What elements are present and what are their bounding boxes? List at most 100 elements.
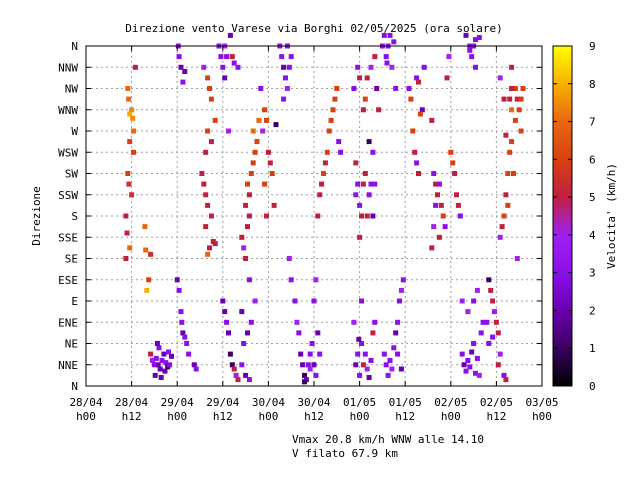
data-point [309, 341, 315, 346]
x-tick-label-date: 01/05 [389, 396, 422, 409]
y-tick-label: N [71, 380, 78, 393]
data-point [307, 366, 313, 372]
data-point [518, 96, 524, 102]
data-point [150, 358, 155, 363]
data-point [226, 330, 231, 336]
data-point [359, 213, 364, 219]
y-tick-label: SSW [58, 189, 78, 202]
data-point [353, 192, 359, 198]
colorbar-tick-label: 0 [589, 380, 596, 393]
data-point [224, 319, 230, 325]
data-point [476, 35, 482, 40]
x-tick-label-time: h12 [304, 410, 324, 423]
data-point [218, 54, 224, 60]
data-point [258, 86, 264, 91]
data-point [366, 375, 372, 380]
y-tick-label: NE [65, 338, 78, 351]
data-point [514, 256, 520, 261]
data-point [203, 192, 209, 198]
data-point [227, 32, 233, 38]
data-point [281, 96, 287, 102]
data-point [383, 54, 389, 60]
data-point [438, 202, 444, 208]
data-point [463, 32, 469, 38]
data-point [123, 213, 129, 219]
data-point [444, 75, 450, 81]
data-point [495, 330, 501, 336]
x-tick-label-time: h00 [532, 410, 552, 423]
data-point [429, 117, 435, 123]
data-point [245, 330, 250, 336]
y-axis-label: Direzione [30, 186, 43, 246]
data-point [406, 86, 412, 91]
points-layer [123, 32, 526, 385]
data-point [231, 60, 237, 66]
data-point [520, 86, 526, 91]
data-point [421, 64, 427, 70]
data-point [262, 107, 268, 113]
data-point [302, 372, 307, 378]
data-point [127, 245, 133, 251]
data-point [131, 128, 136, 134]
data-point [326, 128, 332, 134]
data-point [250, 128, 256, 134]
data-point [478, 330, 484, 336]
data-point [514, 96, 520, 102]
data-point [174, 277, 180, 283]
colorbar-tick-label: 8 [589, 78, 596, 91]
data-point [264, 213, 269, 219]
data-point [148, 251, 154, 257]
data-point [486, 277, 492, 283]
data-point [142, 224, 148, 230]
data-point [245, 181, 250, 187]
data-point [360, 362, 366, 368]
data-point [256, 117, 262, 123]
data-point [284, 86, 290, 91]
data-point [436, 181, 442, 187]
data-point [298, 351, 304, 357]
data-point [450, 160, 456, 166]
data-point [368, 64, 374, 70]
data-point [241, 245, 247, 251]
data-point [484, 319, 490, 325]
data-point [163, 360, 169, 366]
data-point [454, 192, 459, 198]
data-point [273, 122, 279, 128]
colorbar [552, 45, 573, 387]
data-point [359, 341, 364, 346]
y-tick-label: W [71, 125, 78, 138]
data-point [315, 330, 321, 336]
data-point [461, 362, 467, 368]
data-point [459, 351, 465, 357]
data-point [501, 372, 507, 378]
data-point [465, 358, 471, 363]
data-point [250, 160, 256, 166]
data-point [505, 202, 511, 208]
data-point [452, 171, 458, 176]
data-point [353, 160, 359, 166]
data-point [338, 149, 344, 155]
y-tick-label: N [71, 40, 78, 53]
data-point [357, 234, 363, 240]
colorbar-label: Velocita' (km/h) [605, 163, 618, 269]
data-point [246, 277, 252, 283]
x-tick-label-time: h12 [213, 410, 233, 423]
data-point [271, 202, 277, 208]
data-point [416, 171, 421, 176]
x-tick-label-time: h00 [76, 410, 96, 423]
data-point [471, 298, 477, 304]
data-point [182, 69, 188, 74]
data-point [127, 111, 133, 117]
data-point [497, 351, 503, 357]
data-point [516, 107, 522, 113]
data-point [360, 107, 366, 113]
data-point [374, 86, 380, 91]
data-point [493, 319, 499, 325]
data-point [471, 341, 477, 346]
data-point [305, 362, 311, 368]
data-point [336, 139, 342, 145]
data-point [433, 181, 439, 187]
data-point [370, 213, 376, 219]
data-point [220, 64, 226, 70]
data-point [381, 32, 387, 38]
